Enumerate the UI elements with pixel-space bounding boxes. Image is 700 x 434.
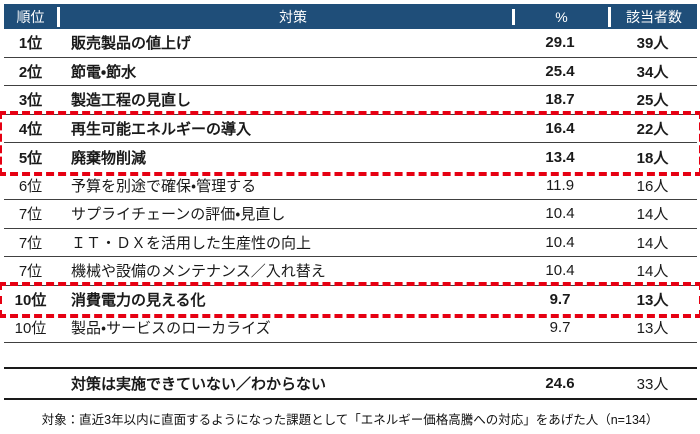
table-header-row: 順位 対策 % 該当者数 xyxy=(4,4,697,29)
percent-cell: 9.7 xyxy=(549,291,571,309)
rank-cell: 2位 xyxy=(18,63,43,81)
ranking-table: 順位 対策 % 該当者数 1位 販売製品の値上げ 29.1 39人 2位 節電・… xyxy=(0,4,700,400)
rank-cell: 4位 xyxy=(18,120,43,138)
percent-cell: 18.7 xyxy=(545,91,575,109)
table-row: 2位 節電・節水 25.4 34人 xyxy=(4,58,697,86)
percent-cell: 29.1 xyxy=(545,34,575,52)
count-cell: 14人 xyxy=(636,206,669,224)
table-row: 5位 廃棄物削減 13.4 18人 xyxy=(4,143,697,172)
header-count: 該当者数 xyxy=(608,6,697,27)
count-cell: 16人 xyxy=(636,177,669,195)
rank-cell: 7位 xyxy=(18,206,43,224)
table-gap xyxy=(4,343,697,367)
percent-cell: 10.4 xyxy=(545,205,575,223)
table-row: 4位 再生可能エネルギーの導入 16.4 22人 xyxy=(4,115,697,143)
percent-cell: 25.4 xyxy=(545,62,575,80)
count-cell: 13人 xyxy=(636,292,669,310)
source-note: 対象：直近3年以内に直面するようになった課題として「エネルギー価格高騰への対応」… xyxy=(41,412,659,427)
rank-cell: 6位 xyxy=(18,177,43,195)
count-cell: 14人 xyxy=(636,234,669,252)
table-row: 6位 予算を別途で確保・管理する 11.9 16人 xyxy=(4,172,697,200)
percent-cell: 11.9 xyxy=(545,176,575,194)
measure-cell: 予算を別途で確保・管理する xyxy=(71,177,257,195)
count-cell: 14人 xyxy=(636,263,669,281)
rank-cell: 3位 xyxy=(18,92,43,110)
count-cell: 13人 xyxy=(636,320,669,338)
measure-cell: 製品・サービスのローカライズ xyxy=(71,320,271,338)
table-row: 10位 製品・サービスのローカライズ 9.7 13人 xyxy=(4,314,697,343)
header-percent: % xyxy=(512,8,608,25)
count-cell: 33人 xyxy=(636,375,669,393)
measure-cell: 製造工程の見直し xyxy=(71,92,192,110)
percent-cell: 10.4 xyxy=(545,233,575,251)
count-cell: 22人 xyxy=(636,120,669,138)
summary-row: 対策は実施できていない／わからない 24.6 33人 xyxy=(4,366,697,400)
measure-cell: 再生可能エネルギーの導入 xyxy=(71,120,252,138)
table-row: 10位 消費電力の見える化 9.7 13人 xyxy=(4,286,697,315)
measure-cell: 対策は実施できていない／わからない xyxy=(71,375,327,393)
rank-cell: 1位 xyxy=(18,35,43,53)
rank-cell: 10位 xyxy=(14,292,47,310)
table-row: 7位 サプライチェーンの評価・見直し 10.4 14人 xyxy=(4,200,697,229)
count-cell: 34人 xyxy=(636,63,669,81)
measure-cell: 消費電力の見える化 xyxy=(71,292,206,310)
header-measure: 対策 xyxy=(57,6,512,27)
percent-cell: 24.6 xyxy=(545,374,575,392)
count-cell: 39人 xyxy=(636,35,669,53)
measure-cell: 廃棄物削減 xyxy=(71,149,147,167)
measure-cell: 販売製品の値上げ xyxy=(71,35,192,53)
header-rank: 順位 xyxy=(16,8,45,25)
highlight-box-rank4-5: 4位 再生可能エネルギーの導入 16.4 22人 5位 廃棄物削減 13.4 1… xyxy=(0,110,700,176)
percent-cell: 13.4 xyxy=(545,148,575,166)
percent-cell: 10.4 xyxy=(545,262,575,280)
rank-cell: 7位 xyxy=(18,234,43,252)
percent-cell: 16.4 xyxy=(545,119,575,137)
highlight-box-rank10: 10位 消費電力の見える化 9.7 13人 xyxy=(0,281,700,318)
measure-cell: ＩＴ・ＤＸを活用した生産性の向上 xyxy=(71,234,312,252)
count-cell: 25人 xyxy=(636,92,669,110)
measure-cell: 節電・節水 xyxy=(71,63,137,81)
rank-cell: 7位 xyxy=(18,263,43,281)
table-row: 7位 ＩＴ・ＤＸを活用した生産性の向上 10.4 14人 xyxy=(4,229,697,257)
percent-cell: 9.7 xyxy=(549,319,571,337)
count-cell: 18人 xyxy=(636,149,669,167)
table-row: 1位 販売製品の値上げ 29.1 39人 xyxy=(4,29,697,58)
rank-cell: 10位 xyxy=(14,320,47,338)
measure-cell: サプライチェーンの評価・見直し xyxy=(71,206,286,224)
measure-cell: 機械や設備のメンテナンス／入れ替え xyxy=(71,263,326,281)
rank-cell: 5位 xyxy=(18,149,43,167)
table-row: 7位 機械や設備のメンテナンス／入れ替え 10.4 14人 xyxy=(4,257,697,286)
